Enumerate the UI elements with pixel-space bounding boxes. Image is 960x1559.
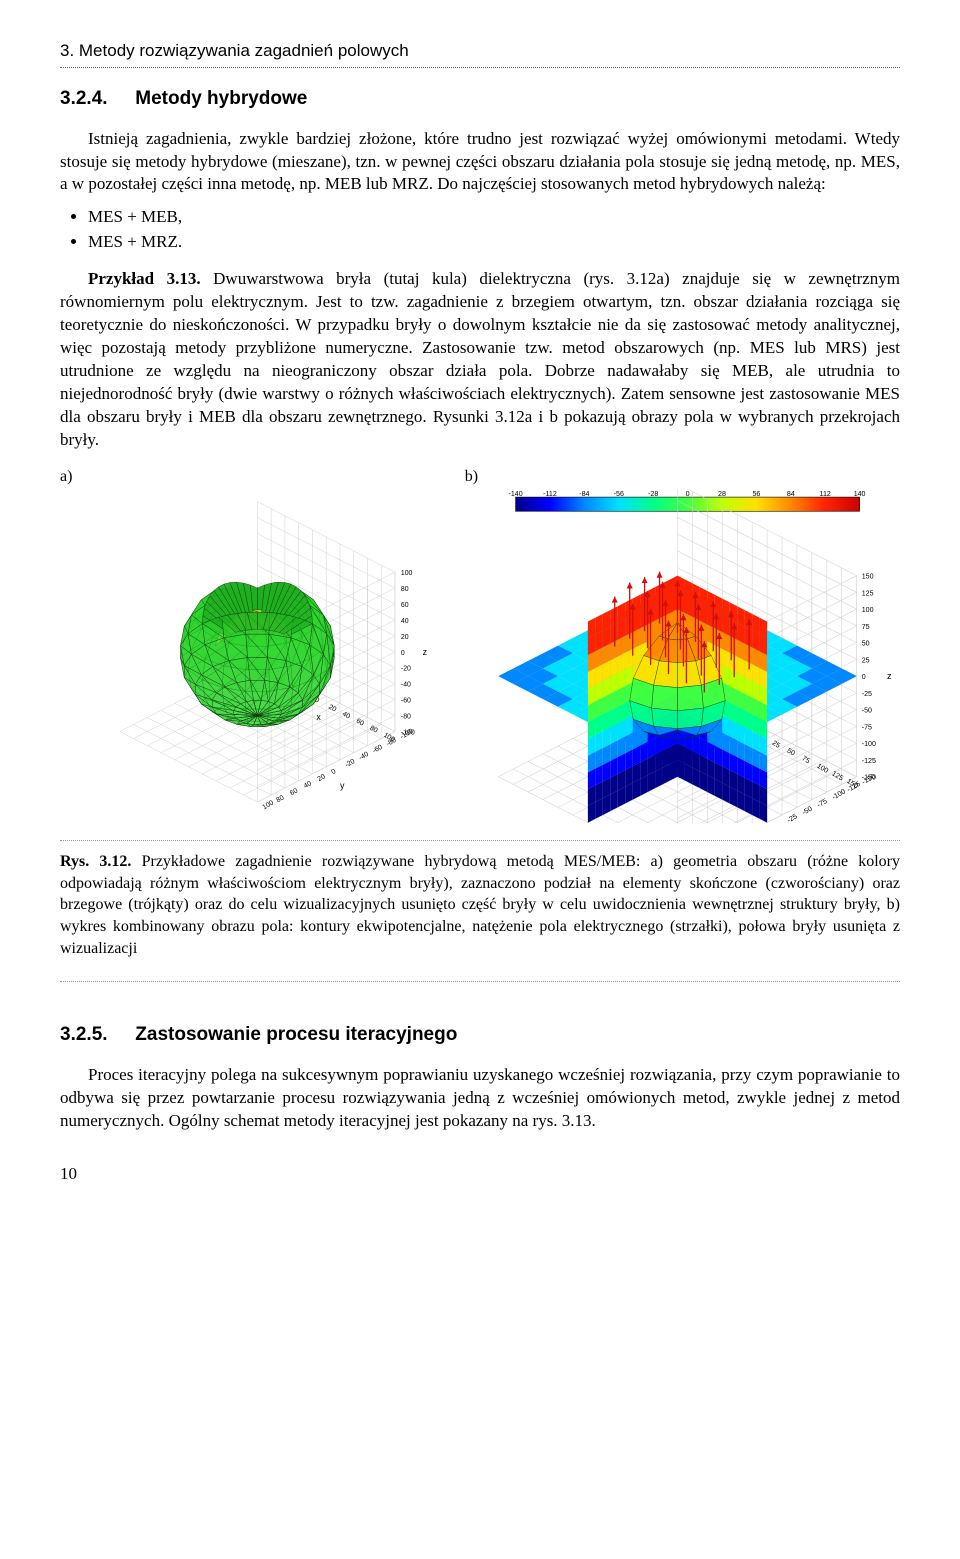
svg-text:40: 40: [401, 618, 409, 625]
svg-text:z: z: [887, 672, 892, 682]
svg-text:112: 112: [819, 490, 830, 498]
svg-text:20: 20: [401, 634, 409, 641]
chapter-heading: 3. Metody rozwiązywania zagadnień polowy…: [60, 40, 900, 63]
figure-312-caption: Rys. 3.12. Przykładowe zagadnienie rozwi…: [60, 851, 900, 959]
divider: [60, 67, 900, 68]
section-number: 3.2.5.: [60, 1022, 130, 1048]
svg-text:z: z: [423, 647, 427, 657]
section-name: Zastosowanie procesu iteracyjnego: [135, 1024, 457, 1045]
svg-text:-100: -100: [830, 788, 846, 802]
svg-text:-75: -75: [815, 797, 828, 809]
svg-text:56: 56: [752, 490, 760, 498]
divider: [60, 840, 900, 841]
figure-312a: a) -100-80-60-40-20020406080100z-100-80-…: [60, 466, 455, 830]
figure-312b: b) -140-112-84-56-280285684112140-150-12…: [465, 466, 910, 830]
list-item: MES + MEB,: [88, 206, 900, 229]
svg-text:100: 100: [862, 607, 874, 615]
svg-text:20: 20: [327, 704, 337, 714]
svg-text:0: 0: [330, 768, 337, 776]
section-name: Metody hybrydowe: [135, 88, 307, 109]
svg-text:-60: -60: [372, 744, 384, 755]
page-number: 10: [60, 1163, 900, 1186]
svg-text:20: 20: [317, 774, 327, 784]
svg-text:80: 80: [401, 586, 409, 593]
svg-text:60: 60: [401, 602, 409, 609]
paragraph: Istnieją zagadnienia, zwykle bardziej zł…: [60, 128, 900, 197]
svg-text:25: 25: [770, 739, 781, 750]
figure-ref: Rys. 3.12.: [60, 853, 131, 870]
svg-text:100: 100: [815, 762, 829, 775]
svg-text:28: 28: [718, 490, 726, 498]
svg-text:50: 50: [862, 640, 870, 648]
svg-text:-75: -75: [862, 724, 872, 732]
svg-text:100: 100: [401, 570, 413, 577]
svg-text:60: 60: [289, 788, 299, 798]
svg-text:-140: -140: [508, 490, 522, 498]
section-324-title: 3.2.4. Metody hybrydowe: [60, 86, 900, 112]
section-325-title: 3.2.5. Zastosowanie procesu iteracyjnego: [60, 1022, 900, 1048]
svg-text:-50: -50: [801, 805, 814, 817]
svg-text:0: 0: [685, 490, 689, 498]
plot-a-svg: -100-80-60-40-20020406080100z-100-80-60-…: [60, 489, 455, 815]
list-item: MES + MRZ.: [88, 231, 900, 254]
caption-text: Przykładowe zagadnienie rozwiązywane hyb…: [60, 853, 900, 956]
svg-text:-28: -28: [648, 490, 658, 498]
paragraph-text: Dwuwarstwowa bryła (tutaj kula) dielektr…: [60, 269, 900, 449]
svg-text:40: 40: [341, 711, 351, 721]
svg-text:50: 50: [785, 747, 796, 758]
example-label: Przykład 3.13.: [88, 269, 201, 288]
svg-text:-40: -40: [358, 751, 370, 762]
svg-text:80: 80: [368, 725, 378, 735]
svg-text:-125: -125: [862, 757, 876, 765]
svg-text:0: 0: [862, 674, 866, 682]
svg-text:80: 80: [275, 795, 285, 805]
divider: [60, 981, 900, 982]
figure-312: a) -100-80-60-40-20020406080100z-100-80-…: [60, 466, 900, 830]
svg-text:84: 84: [787, 490, 795, 498]
svg-text:140: 140: [853, 490, 865, 498]
svg-text:75: 75: [862, 623, 870, 631]
section-number: 3.2.4.: [60, 86, 130, 112]
svg-text:125: 125: [862, 590, 874, 598]
svg-text:-25: -25: [862, 690, 872, 698]
svg-text:-100: -100: [862, 741, 876, 749]
svg-text:-50: -50: [862, 707, 872, 715]
svg-text:75: 75: [800, 755, 811, 766]
svg-text:125: 125: [830, 770, 844, 783]
svg-text:-60: -60: [401, 698, 411, 705]
svg-text:-25: -25: [786, 813, 799, 824]
svg-text:25: 25: [862, 657, 870, 665]
svg-text:40: 40: [303, 781, 313, 791]
plot-b-svg: -140-112-84-56-280285684112140-150-125-1…: [465, 489, 910, 823]
paragraph: Proces iteracyjny polega na sukcesywnym …: [60, 1064, 900, 1133]
svg-text:-112: -112: [543, 490, 557, 498]
example-paragraph: Przykład 3.13. Dwuwarstwowa bryła (tutaj…: [60, 268, 900, 452]
svg-text:x: x: [316, 712, 321, 722]
figure-label-a: a): [60, 466, 455, 488]
svg-text:-56: -56: [613, 490, 623, 498]
bullet-list: MES + MEB, MES + MRZ.: [60, 206, 900, 254]
svg-text:150: 150: [862, 573, 874, 581]
svg-text:100: 100: [262, 800, 276, 812]
svg-text:-84: -84: [579, 490, 589, 498]
svg-text:60: 60: [355, 718, 365, 728]
svg-text:y: y: [340, 781, 345, 791]
svg-text:0: 0: [401, 650, 405, 657]
svg-text:-20: -20: [344, 758, 356, 769]
figure-label-b: b): [465, 466, 910, 488]
svg-text:-80: -80: [401, 714, 411, 721]
svg-text:-40: -40: [401, 682, 411, 689]
svg-text:-20: -20: [401, 666, 411, 673]
